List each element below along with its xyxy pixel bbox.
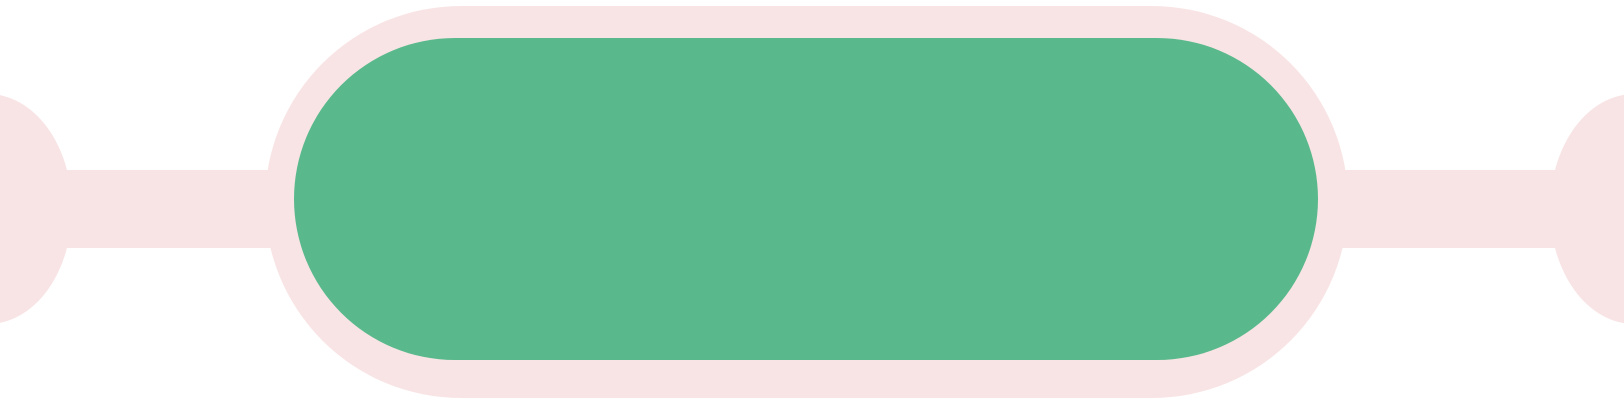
left-knob[interactable] (0, 94, 72, 324)
green-pill-button[interactable] (294, 38, 1318, 360)
pill-label (294, 38, 1318, 360)
right-knob[interactable] (1550, 94, 1624, 324)
